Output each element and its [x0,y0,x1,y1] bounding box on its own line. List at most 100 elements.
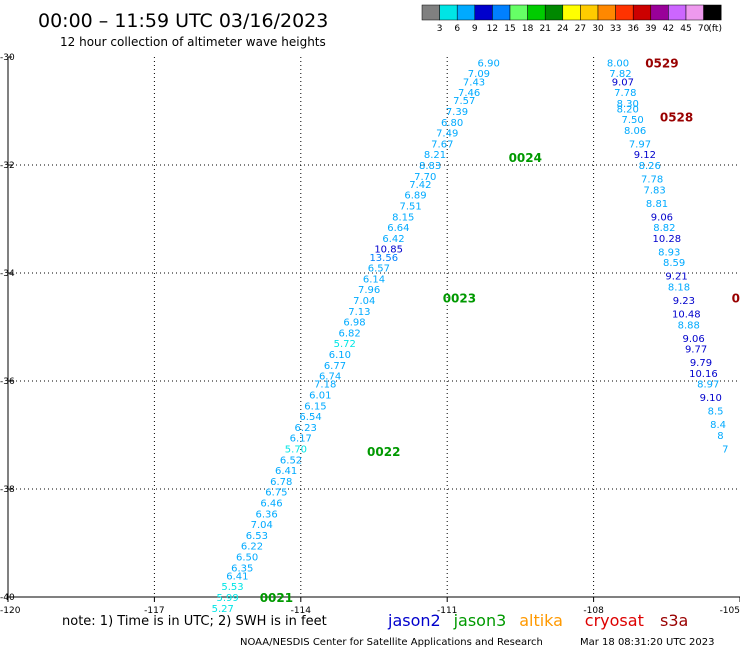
legend-swatch [492,4,511,21]
y-tick-label: -40 [0,593,15,603]
legend-tick-label: 21 [539,24,550,34]
wave-height-point: 6.54 [299,412,321,423]
time-label: 0022 [367,445,400,459]
legend-tick-label: 30 [592,24,604,34]
wave-height-point: 7.67 [431,139,453,150]
wave-height-point: 10.48 [672,310,701,321]
wave-height-point: 8.15 [392,212,414,223]
wave-height-point: 7.04 [353,296,375,307]
wave-height-point: 8.81 [646,199,668,210]
legend-swatch [597,4,616,21]
wave-height-point: 6.98 [343,318,365,329]
legend-tick-label: 6 [454,24,460,34]
legend-tick-label: 27 [575,24,586,34]
wave-height-point: 9.07 [612,77,634,88]
wave-height-point: 10.16 [689,369,718,380]
wave-height-point: 7.18 [314,380,336,391]
legend-tick-label: 12 [487,24,498,34]
legend-swatch [509,4,528,21]
footer-note: note: 1) Time is in UTC; 2) SWH is in fe… [62,614,327,629]
wave-height-point: 8.30 [617,99,639,110]
grid [8,57,740,597]
wave-height-point: 8.83 [419,161,441,172]
legend-tick-label: 45 [680,24,691,34]
y-tick-label: -30 [0,53,15,63]
wave-height-point: 7.82 [609,69,631,80]
legend-tick-label: 42 [663,24,674,34]
legend-swatch [580,4,599,21]
x-tick-label: -114 [291,606,312,616]
wave-height-point: 8.97 [697,380,719,391]
wave-height-point: 8.93 [658,247,680,258]
wave-height-point: 9.10 [700,393,722,404]
chart-title: 00:00 – 11:59 UTC 03/16/2023 [38,10,328,32]
wave-height-point: 9.79 [690,358,712,369]
legend-tick-label: 33 [610,24,621,34]
satellite-label-altika: altika [519,611,563,630]
wave-height-point: 7.83 [643,185,665,196]
y-tick-label: -32 [0,161,15,171]
x-tick-label: -111 [437,606,457,616]
wave-height-point: 7.13 [348,307,370,318]
wave-height-point: 10.85 [374,245,403,256]
satellite-label-s3a: s3a [660,611,688,630]
satellite-label-jason2: jason2 [387,611,441,630]
y-tick-label: -36 [0,377,15,387]
y-tick-label: -38 [0,485,15,495]
time-label: 0023 [443,291,476,305]
wave-height-point: 7.96 [358,285,380,296]
y-tick-label: -34 [0,269,15,279]
wave-height-point: 6.89 [404,191,426,202]
wave-height-point: 5.72 [334,339,356,350]
wave-height-point: 7.04 [251,520,273,531]
wave-height-point: 7.57 [453,96,475,107]
wave-height-point: 6.78 [270,477,292,488]
wave-height-point: 6.17 [290,434,312,445]
wave-height-point: 9.23 [673,296,695,307]
legend-tick-label: 36 [627,24,639,34]
wave-height-point: 5.27 [212,604,234,615]
legend-swatch [703,4,722,21]
time-label: 0024 [509,151,542,165]
wave-height-point: 7.78 [641,175,663,186]
color-scale-legend: 3 6 9 12 15 18 21 24 27 30 33 36 39 42 45 70 (ft) [421,4,722,34]
legend-swatch [544,4,564,21]
legend-swatch [615,4,634,21]
wave-height-point: 5.99 [216,593,238,604]
wave-height-point: 8.59 [663,258,685,269]
wave-height-point: 6.10 [329,350,351,361]
x-tick-label: -120 [0,606,21,616]
wave-height-point: 6.82 [338,328,360,339]
wave-height-point: 7.09 [468,69,490,80]
footer-credit: NOAA/NESDIS Center for Satellite Applica… [240,637,543,648]
legend-tick-label: 39 [645,24,657,34]
wave-height-point: 6.35 [231,563,253,574]
satellite-legend: jason2 jason3 altika cryosat s3a [387,611,688,630]
wave-height-point: 6.01 [309,391,331,402]
wave-height-point: 7.50 [622,115,644,126]
legend-tick-label: 3 [437,24,443,34]
wave-height-point: 9.06 [651,212,673,223]
legend-tick-label: 9 [472,24,478,34]
wave-height-point: 6.46 [260,499,282,510]
data-points: 6.907.097.437.467.577.396.807.497.678.21… [212,56,740,614]
wave-height-point: 6.14 [363,274,385,285]
wave-height-point: 8.18 [668,283,690,294]
wave-height-point: 5.53 [221,582,243,593]
wave-height-point: 7.43 [463,77,485,88]
wave-height-point: 6.52 [280,455,302,466]
x-tick-label: -105 [720,606,740,616]
wave-height-point: 6.15 [304,401,326,412]
wave-height-point: 7.49 [436,129,458,140]
wave-height-point: 7 [722,445,728,456]
wave-height-point: 6.90 [478,58,500,69]
satellite-label-cryosat: cryosat [585,611,644,630]
wave-height-point: 5.70 [285,445,307,456]
wave-height-point: 9.21 [665,272,687,283]
wave-height-point: 6.57 [368,264,390,275]
wave-height-point: 13.56 [369,253,398,264]
time-label: 05 [732,291,740,305]
wave-height-point: 8.82 [653,223,675,234]
